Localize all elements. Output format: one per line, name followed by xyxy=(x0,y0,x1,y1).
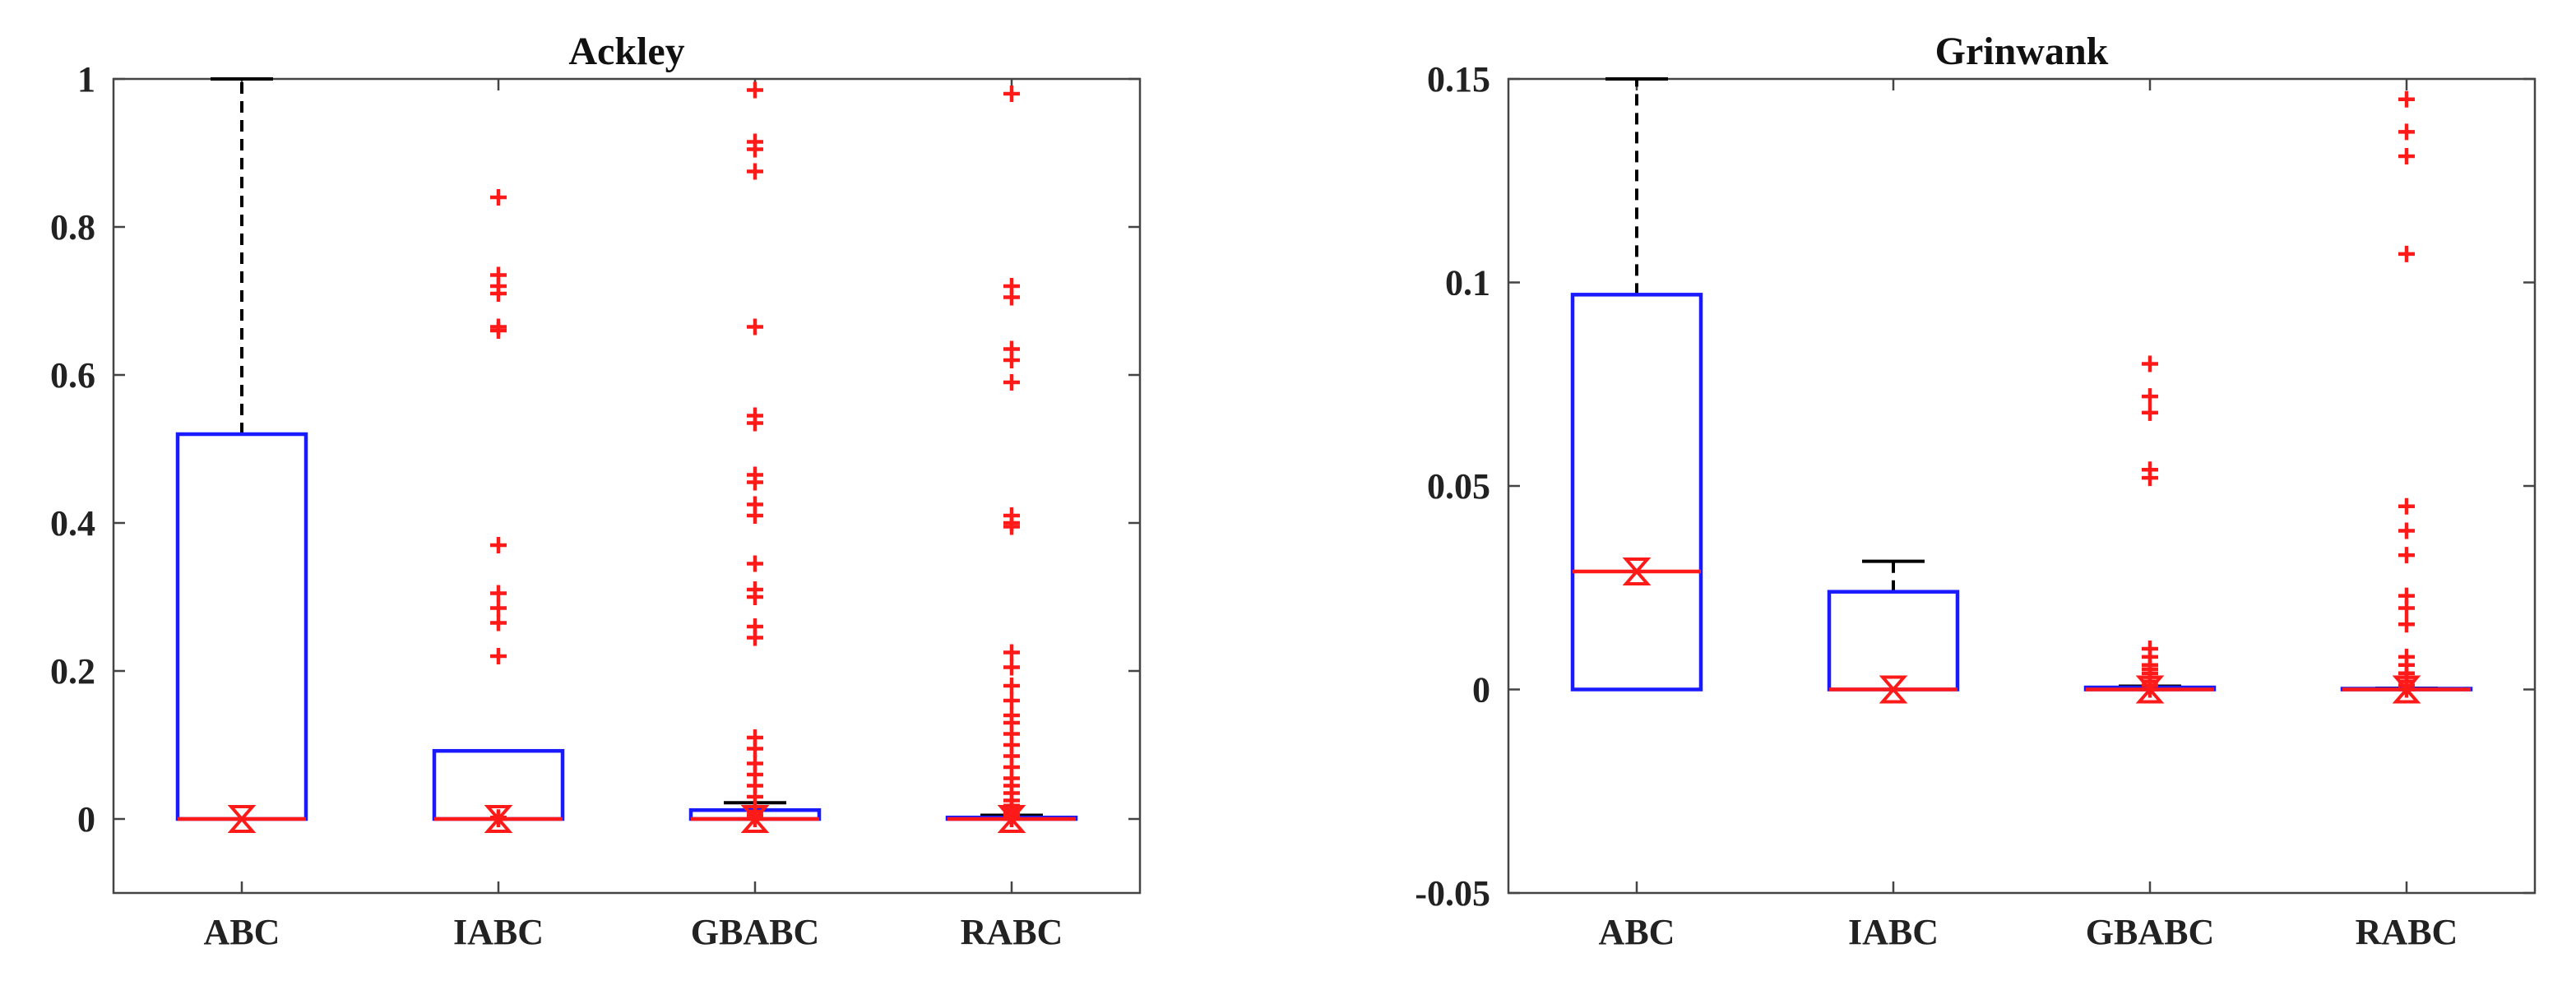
outlier-point xyxy=(747,589,763,605)
outlier-point xyxy=(2398,522,2415,539)
outlier-point xyxy=(490,189,507,206)
box-abc xyxy=(1570,77,1703,692)
x-tick-label: ABC xyxy=(204,912,280,952)
box-iqr xyxy=(1570,293,1703,692)
box-iabc xyxy=(1827,559,1960,704)
outlier-point xyxy=(747,318,763,335)
outlier-point xyxy=(490,322,507,339)
outlier-point xyxy=(1003,678,1020,694)
x-tick-label: IABC xyxy=(453,912,544,952)
y-tick-label: 1 xyxy=(77,59,95,99)
box-gbabc xyxy=(688,81,822,833)
axes-frame xyxy=(112,77,1142,895)
outlier-point xyxy=(490,614,507,631)
outlier-point xyxy=(2398,599,2415,617)
y-tick-label: 0 xyxy=(77,799,95,840)
outlier-point xyxy=(490,537,507,553)
box-iqr xyxy=(432,748,565,821)
box-iqr xyxy=(175,432,308,821)
chart-title: Ackley xyxy=(568,30,684,73)
outlier-point xyxy=(747,507,763,524)
box-iqr xyxy=(1827,590,1960,692)
outlier-point xyxy=(747,81,763,99)
outlier-point xyxy=(1003,659,1020,676)
outlier-point xyxy=(747,414,763,432)
y-tick-label: 0 xyxy=(1472,670,1490,710)
outlier-point xyxy=(2398,616,2415,633)
mean-marker xyxy=(740,805,770,833)
outlier-point xyxy=(2142,681,2158,698)
outlier-point xyxy=(2398,148,2415,165)
outlier-point xyxy=(490,648,507,664)
outlier-point xyxy=(2398,245,2415,262)
y-tick-label: 0.6 xyxy=(50,355,95,396)
x-tick-label: GBABC xyxy=(691,912,819,952)
outlier-point xyxy=(490,811,507,827)
box-iabc xyxy=(432,189,565,833)
mean-marker xyxy=(484,805,513,833)
outlier-point xyxy=(747,629,763,646)
chart-title: Grinwank xyxy=(1935,30,2109,73)
outlier-point xyxy=(2398,547,2415,564)
box-gbabc xyxy=(2083,355,2217,704)
outlier-point xyxy=(1003,352,1020,368)
y-tick-label: 0.05 xyxy=(1427,466,1490,507)
outlier-point xyxy=(1003,289,1020,306)
y-tick-label: 0.1 xyxy=(1445,263,1490,303)
outlier-point xyxy=(2142,404,2158,421)
outlier-point xyxy=(747,141,763,158)
outlier-point xyxy=(1003,518,1020,535)
outlier-point xyxy=(1003,374,1020,391)
axes-frame xyxy=(1507,77,2537,895)
outlier-point xyxy=(2398,90,2415,108)
outlier-point xyxy=(2142,388,2158,405)
outlier-point xyxy=(747,811,763,827)
outlier-point xyxy=(2398,123,2415,141)
x-tick-label: RABC xyxy=(961,912,1063,952)
outlier-point xyxy=(747,789,763,805)
box-abc xyxy=(175,77,308,833)
y-tick-label: 0.4 xyxy=(50,503,95,544)
outlier-point xyxy=(747,740,763,757)
mean-marker xyxy=(1879,675,1908,704)
box-rabc xyxy=(945,86,1078,833)
chart-panel-grinwank: -0.05 0 0.05 0.1 0.15 ABC IABC GBABC RABC Grinwan… xyxy=(1415,30,2537,952)
y-tick-label: 0.2 xyxy=(50,651,95,692)
x-tick-label: ABC xyxy=(1599,912,1675,952)
outlier-point xyxy=(490,285,507,302)
outlier-point xyxy=(2398,681,2415,698)
outlier-point xyxy=(2142,355,2158,372)
outlier-point xyxy=(1003,86,1020,102)
outlier-point xyxy=(2398,497,2415,515)
outlier-point xyxy=(747,474,763,491)
y-tick-label: -0.05 xyxy=(1415,873,1490,914)
outlier-point xyxy=(1003,644,1020,661)
outlier-point xyxy=(2142,470,2158,487)
mean-marker xyxy=(1622,557,1652,585)
box-rabc xyxy=(2340,90,2473,704)
x-tick-label: GBABC xyxy=(2086,912,2214,952)
y-tick-label: 0.15 xyxy=(1427,59,1490,99)
outlier-point xyxy=(1003,811,1020,827)
outlier-point xyxy=(490,585,507,602)
chart-panel-ackley: 0 0.2 0.4 0.6 0.8 1 ABC IABC GBABC RABC Ackley xyxy=(50,30,1142,952)
mean-marker xyxy=(227,805,257,833)
outlier-point xyxy=(490,599,507,617)
outlier-point xyxy=(747,555,763,572)
outlier-point xyxy=(1003,692,1020,709)
x-tick-label: IABC xyxy=(1848,912,1939,952)
y-tick-label: 0.8 xyxy=(50,207,95,248)
x-tick-label: RABC xyxy=(2356,912,2458,952)
outlier-point xyxy=(747,163,763,180)
